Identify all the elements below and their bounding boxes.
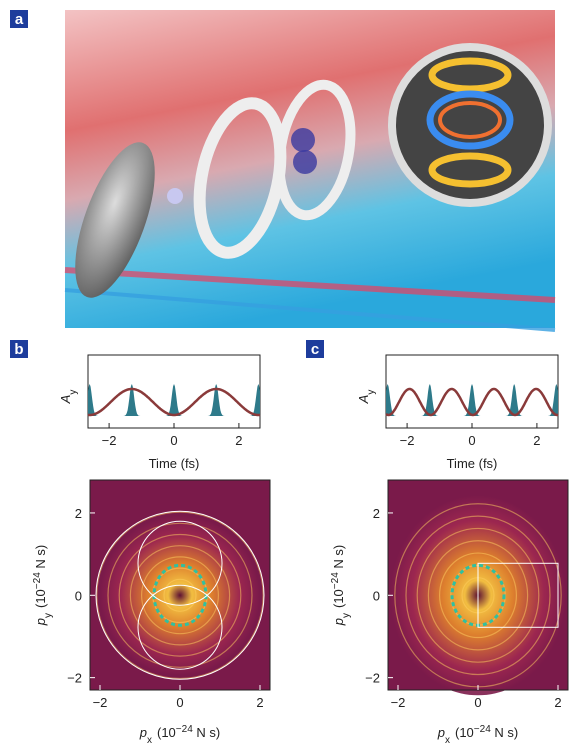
axis-exponent: −24: [176, 724, 193, 735]
axis-subscript: y: [341, 613, 352, 618]
axis-exponent: −24: [474, 724, 491, 735]
panel-label: a: [15, 11, 24, 28]
axis-symbol: A: [58, 395, 73, 405]
axis-label: Ay: [356, 390, 377, 405]
axis-subscript: y: [43, 613, 54, 618]
axis-label: px (10−24 N s): [437, 724, 518, 746]
axis-unit: (10: [331, 589, 346, 608]
axis-label: py (10−24 N s): [32, 545, 54, 626]
panel-label-box: [10, 340, 28, 358]
axis-unit: N s): [193, 725, 220, 740]
pulse-train: [88, 384, 260, 416]
pulse-train: [386, 384, 558, 416]
panel-label: c: [311, 341, 319, 358]
ring: [96, 511, 264, 680]
x-tick-label: 2: [256, 695, 263, 710]
axis-unit: N s): [491, 725, 518, 740]
axis-symbol: p: [139, 725, 147, 740]
x-tick-label: 2: [235, 433, 242, 448]
x-tick-label: −2: [391, 695, 406, 710]
x-axis-label: Time (fs): [149, 456, 200, 471]
ring: [141, 556, 220, 635]
panel-label-box: [306, 340, 324, 358]
momentum-distribution: [100, 515, 260, 676]
panel-label: b: [14, 341, 23, 358]
guide-circle: [137, 584, 223, 670]
ring: [107, 522, 253, 668]
ring: [416, 527, 540, 663]
x-tick-label: −2: [93, 695, 108, 710]
x-tick-label: −2: [400, 433, 415, 448]
field-wave: [87, 387, 261, 417]
axis-label: Ay: [58, 390, 79, 405]
y-tick-label: −2: [67, 671, 82, 686]
axis-subscript: y: [68, 390, 79, 395]
axis-label: py (10−24 N s): [330, 545, 352, 626]
panel-label-box: [10, 10, 28, 28]
guide-box: [477, 562, 559, 628]
ring: [118, 533, 242, 657]
ring: [427, 540, 529, 651]
axis-symbol: p: [437, 725, 445, 740]
axis-exponent: −24: [330, 572, 341, 589]
ring: [152, 563, 208, 627]
axis-subscript: y: [366, 390, 377, 395]
axis-unit: (10: [33, 589, 48, 608]
axis-symbol: p: [331, 618, 346, 626]
x-tick-label: 0: [474, 695, 481, 710]
y-tick-label: 2: [373, 506, 380, 521]
axis-unit: N s): [33, 545, 48, 572]
x-axis-label: Time (fs): [447, 456, 498, 471]
axis-exponent: −24: [32, 572, 43, 589]
x-tick-label: −2: [102, 433, 117, 448]
guide-circle: [95, 510, 265, 680]
ring: [163, 578, 197, 612]
guide-circle: [137, 520, 223, 606]
axis-label: px (10−24 N s): [139, 724, 220, 746]
illustration: [64, 10, 556, 332]
field-wave: [385, 387, 559, 417]
axis-symbol: A: [356, 395, 371, 405]
y-tick-label: 0: [75, 588, 82, 603]
axis-unit: N s): [331, 545, 346, 572]
ring: [129, 545, 231, 646]
y-tick-label: −2: [365, 671, 380, 686]
axis-unit: (10: [157, 725, 176, 740]
axis-subscript: x: [445, 735, 450, 746]
ring: [439, 552, 518, 639]
x-tick-label: 2: [533, 433, 540, 448]
y-tick-label: 2: [75, 506, 82, 521]
y-tick-label: 0: [373, 588, 380, 603]
x-tick-label: 0: [170, 433, 177, 448]
x-tick-label: 0: [176, 695, 183, 710]
ring: [405, 515, 551, 676]
axis-unit: (10: [455, 725, 474, 740]
axis-subscript: x: [147, 735, 152, 746]
axis-symbol: p: [33, 618, 48, 626]
x-tick-label: 0: [468, 433, 475, 448]
x-tick-label: 2: [554, 695, 561, 710]
